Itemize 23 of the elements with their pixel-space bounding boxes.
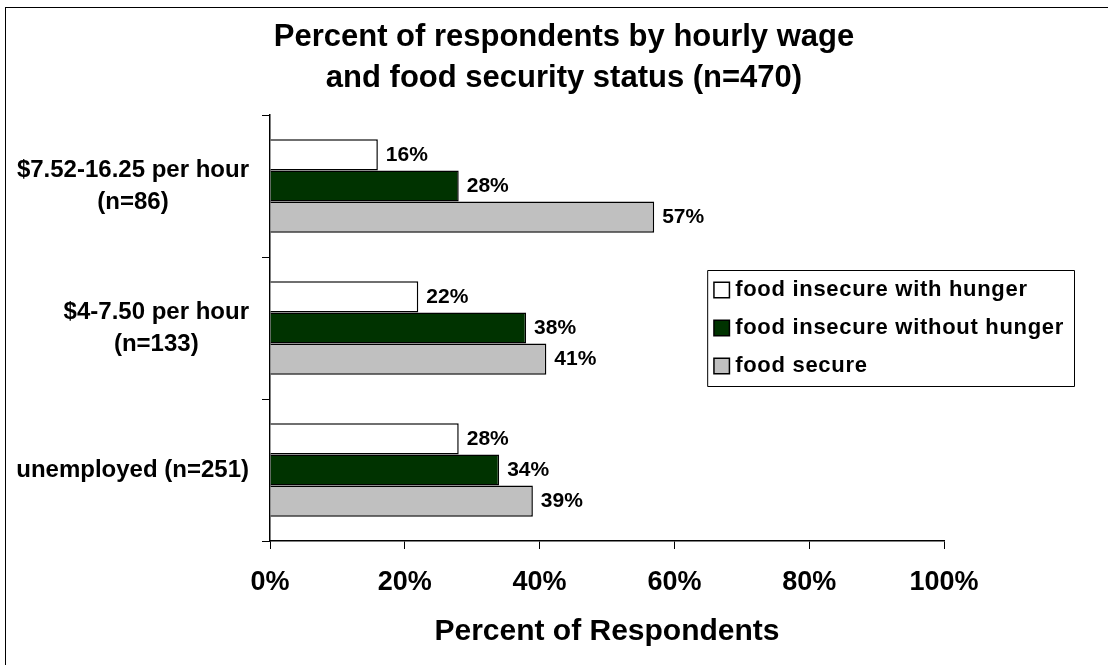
data-label: 16%	[385, 141, 429, 165]
data-label: 57%	[662, 204, 705, 228]
legend-label: food secure	[735, 352, 868, 378]
x-tick-label: 60%	[647, 565, 702, 596]
y-tick-label: $4-7.50 per hour (n=133)	[63, 296, 249, 356]
chart-title: Percent of respondents by hourly wage and food security status (n=470)	[273, 17, 855, 94]
y-tick-label: $7.52-16.25 per hour (n=86)	[16, 154, 250, 214]
data-label: 22%	[426, 283, 469, 307]
y-tick-label: unemployed (n=251)	[16, 454, 250, 482]
x-tick-label: 20%	[377, 565, 432, 596]
x-tick-label: 0%	[250, 565, 290, 596]
x-tick-label: 80%	[782, 565, 837, 596]
x-axis-title: Percent of Respondents	[434, 613, 780, 647]
legend-label: food insecure with hunger	[735, 276, 1028, 302]
legend-label: food insecure without hunger	[735, 314, 1065, 340]
data-label: 39%	[540, 488, 584, 512]
data-label: 34%	[507, 456, 550, 480]
data-label: 28%	[466, 425, 510, 449]
data-label: 41%	[554, 346, 597, 370]
data-label: 38%	[534, 314, 577, 338]
x-tick-label: 40%	[512, 565, 567, 596]
data-label: 28%	[466, 172, 510, 196]
x-tick-label: 100%	[909, 565, 979, 596]
